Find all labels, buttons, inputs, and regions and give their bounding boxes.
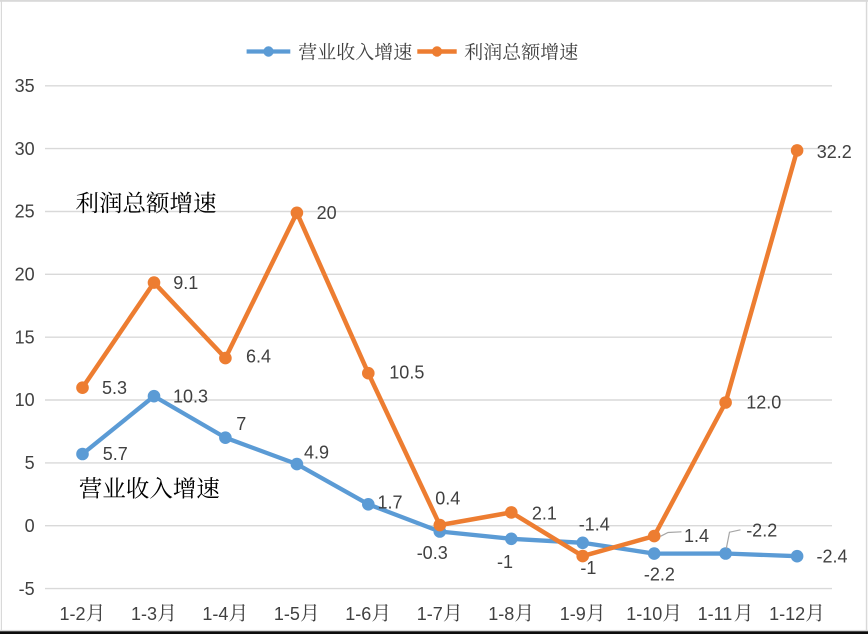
svg-text:1-9: 1-9 <box>560 604 586 624</box>
svg-text:1-7: 1-7 <box>417 604 443 624</box>
svg-text:-2.2: -2.2 <box>746 520 777 540</box>
svg-text:1.7: 1.7 <box>378 493 403 513</box>
svg-text:-2.2: -2.2 <box>644 565 675 585</box>
svg-text:-2.4: -2.4 <box>817 546 848 566</box>
svg-text:7: 7 <box>236 414 246 434</box>
svg-text:1-8: 1-8 <box>488 604 514 624</box>
svg-text:1-5: 1-5 <box>274 604 300 624</box>
svg-text:-1.4: -1.4 <box>579 514 610 534</box>
svg-text:1-11: 1-11 <box>698 604 733 624</box>
svg-text:10.5: 10.5 <box>389 363 424 383</box>
svg-text:30: 30 <box>15 139 35 159</box>
svg-text:15: 15 <box>15 327 35 347</box>
svg-text:10.3: 10.3 <box>173 387 208 407</box>
svg-text:-5: -5 <box>19 579 35 599</box>
svg-text:6.4: 6.4 <box>246 347 271 367</box>
svg-text:25: 25 <box>15 202 35 222</box>
svg-text:10: 10 <box>15 390 35 410</box>
svg-text:1-10: 1-10 <box>626 604 662 624</box>
svg-text:1-2: 1-2 <box>60 604 86 624</box>
svg-text:32.2: 32.2 <box>817 142 852 162</box>
svg-text:1-12: 1-12 <box>769 604 805 624</box>
svg-text:0: 0 <box>25 516 35 536</box>
svg-text:20: 20 <box>317 203 337 223</box>
svg-text:9.1: 9.1 <box>173 273 198 293</box>
svg-text:-1: -1 <box>497 552 513 572</box>
svg-text:5.3: 5.3 <box>102 378 127 398</box>
svg-text:20: 20 <box>15 265 35 285</box>
svg-text:2.1: 2.1 <box>532 504 557 524</box>
svg-text:1-3: 1-3 <box>131 604 157 624</box>
svg-text:-0.3: -0.3 <box>417 543 448 563</box>
svg-text:-1: -1 <box>580 558 596 578</box>
svg-text:1-4: 1-4 <box>202 604 228 624</box>
svg-text:4.9: 4.9 <box>304 443 329 463</box>
svg-text:5: 5 <box>25 453 35 473</box>
svg-text:1.4: 1.4 <box>684 526 709 546</box>
svg-text:0.4: 0.4 <box>435 489 460 509</box>
svg-text:12.0: 12.0 <box>746 393 781 413</box>
svg-text:35: 35 <box>15 76 35 96</box>
svg-text:5.7: 5.7 <box>103 444 128 464</box>
svg-text:1-6: 1-6 <box>345 604 371 624</box>
